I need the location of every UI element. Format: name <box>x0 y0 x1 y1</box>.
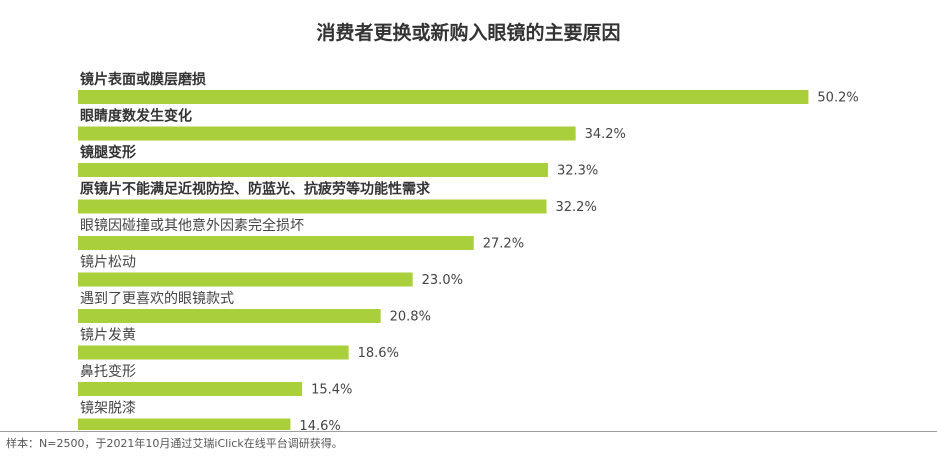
category-label: 镜架脱漆 <box>80 401 136 417</box>
category-label: 原镜片不能满足近视防控、防蓝光、抗疲劳等功能性需求 <box>80 181 431 198</box>
value-label: 23.0% <box>422 273 463 288</box>
bar-chart: 镜片表面或膜层磨损 50.2% 眼睛度数发生变化 34.2% 镜腿变形 32.3% 原镜片不… <box>78 71 859 430</box>
value-label: 18.6% <box>358 346 399 361</box>
footnote-divider <box>0 431 937 432</box>
value-label: 27.2% <box>483 237 524 252</box>
footnote-source: 样本：N=2500，于2021年10月通过艾瑞iClick在线平台调研获得。 <box>6 437 343 450</box>
category-label: 镜片表面或膜层磨损 <box>80 71 206 88</box>
value-label: 14.6% <box>299 419 340 430</box>
category-label: 遇到了更喜欢的眼镜款式 <box>80 291 234 307</box>
bar <box>78 272 413 287</box>
bar <box>78 236 474 250</box>
bar <box>78 163 548 177</box>
value-label: 34.2% <box>585 127 626 142</box>
category-label: 鼻托变形 <box>80 363 136 380</box>
chart-title: 消费者更换或新购入眼镜的主要原因 <box>316 22 621 44</box>
value-label: 32.3% <box>557 164 598 179</box>
bar <box>78 418 291 430</box>
bar <box>78 382 303 396</box>
bar <box>78 90 809 104</box>
category-label: 镜片松动 <box>80 255 136 271</box>
bar <box>78 126 576 141</box>
value-label: 32.2% <box>556 200 597 215</box>
bar <box>78 199 547 214</box>
category-label: 眼睛度数发生变化 <box>80 108 192 125</box>
category-label: 镜片发黄 <box>80 327 136 344</box>
category-label: 眼镜因碰撞或其他意外因素完全损坏 <box>80 217 304 234</box>
category-label: 镜腿变形 <box>80 144 136 161</box>
value-label: 50.2% <box>817 91 858 106</box>
bar <box>78 309 381 323</box>
value-label: 15.4% <box>311 383 352 398</box>
bar <box>78 345 349 360</box>
value-label: 20.8% <box>390 310 431 325</box>
